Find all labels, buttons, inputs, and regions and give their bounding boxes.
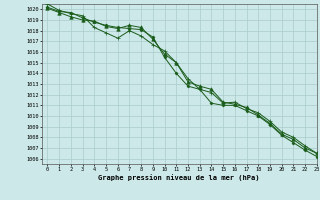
X-axis label: Graphe pression niveau de la mer (hPa): Graphe pression niveau de la mer (hPa) [99,174,260,181]
